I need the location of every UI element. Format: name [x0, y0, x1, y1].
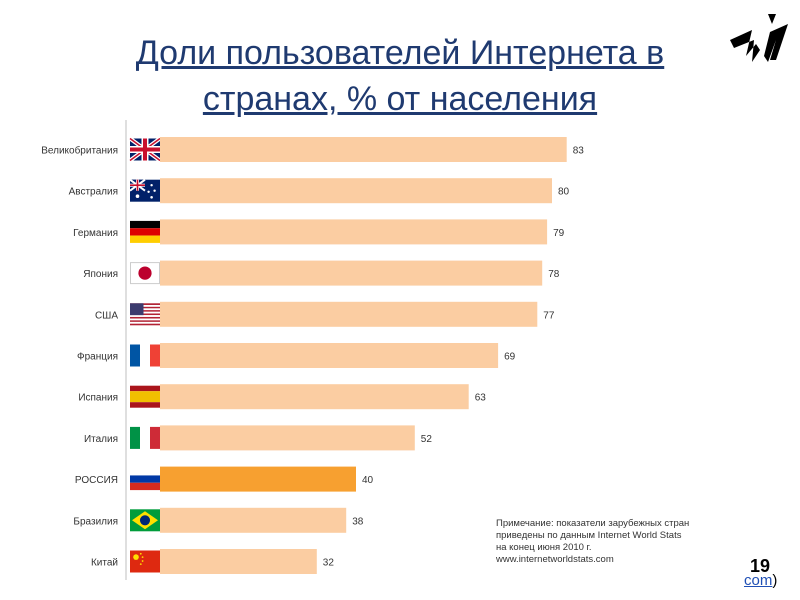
value-label: 77: [543, 310, 555, 321]
category-label: Великобритания: [41, 145, 118, 157]
value-label: 78: [548, 269, 560, 280]
bar: [160, 178, 552, 204]
bar: [160, 260, 543, 286]
note-line-2: приведены по данным Internet World Stats: [496, 530, 682, 541]
bar: [160, 219, 548, 245]
bar: [160, 384, 469, 410]
category-label: Италия: [84, 434, 118, 445]
category-label: Германия: [73, 228, 118, 239]
bar: [160, 425, 415, 451]
spain-flag-icon: [130, 385, 160, 408]
value-label: 52: [421, 434, 433, 445]
italy-flag-icon: [130, 426, 160, 449]
bar: [160, 301, 538, 327]
note-line-4: www.internetworldstats.com: [496, 554, 614, 565]
value-label: 38: [352, 516, 364, 527]
japan-flag-icon: [130, 262, 160, 285]
germany-flag-icon: [130, 220, 160, 243]
note-line-1: Примечание: показатели зарубежных стран: [496, 518, 690, 529]
chart-note: Примечание: показатели зарубежных стран …: [496, 518, 726, 566]
source-link[interactable]: com: [744, 572, 773, 589]
category-label: Япония: [83, 269, 118, 280]
bar: [160, 343, 499, 368]
value-label: 80: [558, 187, 570, 198]
value-label: 32: [323, 558, 335, 569]
category-label: Бразилия: [73, 516, 118, 527]
china-flag-icon: [130, 550, 160, 573]
category-label: Франция: [77, 352, 118, 363]
uk-flag-icon: [128, 136, 162, 163]
value-label: 40: [362, 475, 374, 486]
value-label: 63: [475, 393, 487, 404]
category-label: Испания: [78, 393, 118, 404]
link-paren: ): [772, 572, 778, 589]
russia-flag-icon: [130, 468, 160, 491]
france-flag-icon: [130, 344, 160, 367]
australia-flag-icon: [129, 178, 160, 202]
category-label: РОССИЯ: [75, 475, 118, 486]
brazil-flag-icon: [130, 509, 160, 532]
value-label: 83: [573, 146, 585, 157]
value-label: 79: [553, 228, 565, 239]
bar: [160, 549, 317, 574]
category-label: Австралия: [69, 187, 118, 198]
bar: [160, 466, 356, 492]
bar: [160, 137, 567, 162]
value-label: 69: [504, 352, 516, 363]
note-line-3: на конец июня 2010 г.: [496, 542, 592, 553]
category-label: США: [95, 310, 118, 321]
bar-chart: Великобритания 83 Австралия 80 Германия 79 Япо…: [41, 120, 585, 580]
link-fragment: com): [744, 572, 777, 589]
company-logo-icon: [730, 14, 788, 62]
bar: [160, 507, 347, 533]
slide-number: 19: [750, 556, 771, 576]
category-label: Китай: [91, 558, 118, 569]
slide-title: Доли пользователей Интернета в странах, …: [135, 34, 665, 118]
usa-flag-icon: [130, 303, 160, 326]
